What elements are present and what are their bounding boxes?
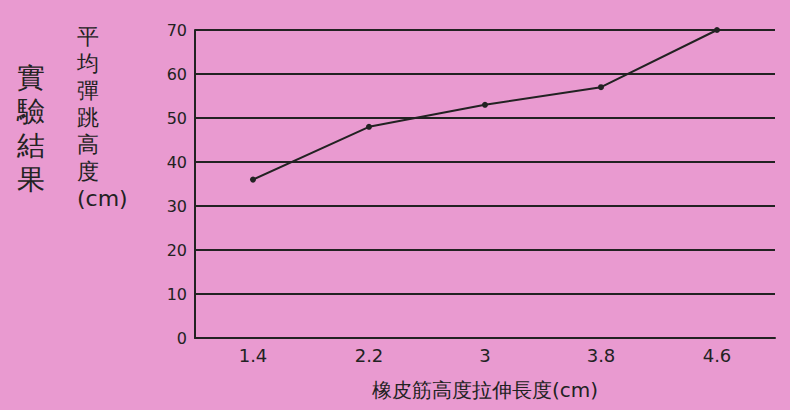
svg-text:彈: 彈 xyxy=(77,78,99,103)
svg-text:2.2: 2.2 xyxy=(355,345,384,366)
svg-text:40: 40 xyxy=(167,153,187,172)
svg-text:3: 3 xyxy=(479,345,490,366)
svg-text:均: 均 xyxy=(76,51,99,76)
svg-text:20: 20 xyxy=(167,241,187,260)
svg-text:跳: 跳 xyxy=(77,105,99,130)
svg-text:0: 0 xyxy=(177,329,187,348)
svg-text:4.6: 4.6 xyxy=(703,345,732,366)
svg-text:驗: 驗 xyxy=(16,95,45,128)
svg-text:度: 度 xyxy=(77,159,99,184)
svg-text:果: 果 xyxy=(17,163,45,196)
svg-text:實: 實 xyxy=(17,61,45,94)
svg-text:30: 30 xyxy=(167,197,187,216)
svg-text:高: 高 xyxy=(77,132,99,157)
svg-text:60: 60 xyxy=(167,65,187,84)
svg-text:結: 結 xyxy=(16,129,45,162)
svg-text:70: 70 xyxy=(167,21,187,40)
svg-text:50: 50 xyxy=(167,109,187,128)
svg-text:3.8: 3.8 xyxy=(587,345,616,366)
svg-text:(cm): (cm) xyxy=(77,186,128,211)
svg-text:1.4: 1.4 xyxy=(239,345,268,366)
svg-text:10: 10 xyxy=(167,285,187,304)
svg-text:橡皮筋高度拉伸長度(cm): 橡皮筋高度拉伸長度(cm) xyxy=(372,378,598,402)
svg-text:平: 平 xyxy=(77,24,99,49)
